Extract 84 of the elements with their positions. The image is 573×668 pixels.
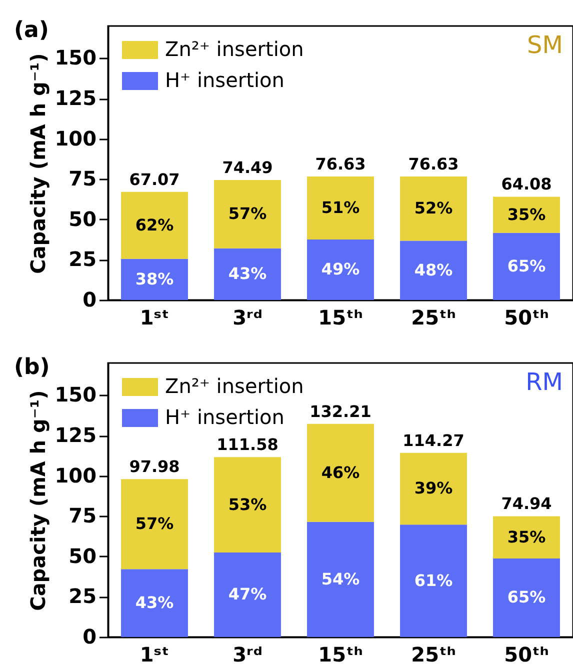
y-axis-title: Capacity (mA h g⁻¹) — [26, 53, 50, 274]
x-tick-label: 3ʳᵈ — [232, 306, 262, 330]
y-tick-label: 100 — [54, 463, 96, 488]
annotation: 46% — [321, 462, 360, 482]
y-tick-label: 125 — [54, 423, 96, 448]
total-label: 74.49 — [222, 158, 273, 177]
legend-label: H⁺ insertion — [165, 68, 284, 92]
total-label: 76.63 — [315, 154, 366, 174]
bar — [400, 452, 467, 525]
annotation: 35% — [507, 527, 546, 546]
x-tick-label: 1ˢᵗ — [140, 642, 170, 666]
y-tick-label: 100 — [54, 126, 96, 150]
annotation: 65% — [507, 256, 546, 276]
bar — [214, 248, 281, 300]
bar — [307, 176, 374, 240]
x-tick-label: 15ᵗʰ — [318, 306, 363, 330]
annotation: SM — [527, 31, 563, 59]
y-axis-title: Capacity (mA h g⁻¹) — [26, 390, 50, 611]
annotation: 43% — [135, 593, 174, 612]
bar — [121, 192, 188, 259]
bar — [214, 180, 281, 248]
total-label: 64.08 — [501, 174, 552, 194]
annotation: 38% — [135, 269, 174, 288]
annotation: 65% — [507, 588, 546, 607]
annotation: 57% — [228, 204, 267, 224]
annotation: 57% — [135, 514, 174, 534]
annotation: 35% — [507, 204, 546, 224]
annotation: 62% — [135, 215, 174, 234]
chart-title: (b) — [14, 355, 50, 380]
y-tick-label: 75 — [68, 166, 96, 191]
annotation: 47% — [228, 584, 267, 604]
y-tick-label: 25 — [68, 584, 96, 608]
annotation: 61% — [414, 570, 453, 590]
legend-label: Zn²⁺ insertion — [165, 374, 304, 398]
bar — [121, 479, 188, 570]
x-tick-label: 25ᵗʰ — [411, 306, 456, 330]
y-tick-label: 125 — [54, 86, 96, 110]
y-tick-label: 25 — [68, 247, 96, 272]
annotation: RM — [526, 368, 563, 396]
bar — [307, 424, 374, 522]
bar — [400, 240, 467, 300]
annotation: 48% — [414, 260, 453, 280]
legend-label: H⁺ insertion — [165, 405, 284, 429]
total-label: 76.63 — [408, 154, 459, 174]
annotation: 49% — [321, 260, 360, 279]
annotation: 52% — [414, 198, 453, 218]
y-tick-label: 150 — [54, 46, 96, 70]
annotation: 39% — [414, 478, 453, 498]
y-tick-label: 150 — [54, 382, 96, 407]
bar — [493, 232, 560, 300]
total-label: 111.58 — [216, 435, 278, 454]
bar — [493, 558, 560, 637]
annotation: 53% — [228, 494, 267, 514]
legend-label: Zn²⁺ insertion — [165, 37, 304, 61]
total-label: 74.94 — [501, 494, 552, 514]
y-tick-label: 0 — [82, 288, 96, 312]
annotation: 54% — [321, 569, 360, 588]
bar — [493, 196, 560, 233]
x-tick-label: 15ᵗʰ — [318, 642, 363, 666]
x-tick-label: 1ˢᵗ — [140, 306, 170, 330]
total-label: 67.07 — [129, 170, 180, 189]
x-tick-label: 3ʳᵈ — [232, 642, 262, 666]
bar — [121, 258, 188, 300]
bar — [400, 176, 467, 241]
total-label: 97.98 — [129, 457, 180, 476]
y-tick-label: 75 — [68, 504, 96, 528]
bar — [493, 516, 560, 558]
x-tick-label: 50ᵗʰ — [504, 642, 549, 666]
chart-title: (a) — [14, 18, 49, 43]
total-label: 114.27 — [402, 430, 464, 450]
bar — [400, 524, 467, 637]
annotation: 51% — [321, 198, 360, 217]
bar — [121, 569, 188, 637]
bar — [307, 522, 374, 637]
y-tick-label: 50 — [68, 206, 96, 231]
y-tick-label: 50 — [68, 544, 96, 568]
bar — [214, 457, 281, 552]
total-label: 132.21 — [310, 402, 372, 421]
bar — [214, 552, 281, 637]
x-tick-label: 50ᵗʰ — [504, 306, 549, 330]
x-tick-label: 25ᵗʰ — [411, 642, 456, 666]
bar — [307, 239, 374, 300]
annotation: 43% — [228, 264, 267, 284]
y-tick-label: 0 — [82, 624, 96, 648]
